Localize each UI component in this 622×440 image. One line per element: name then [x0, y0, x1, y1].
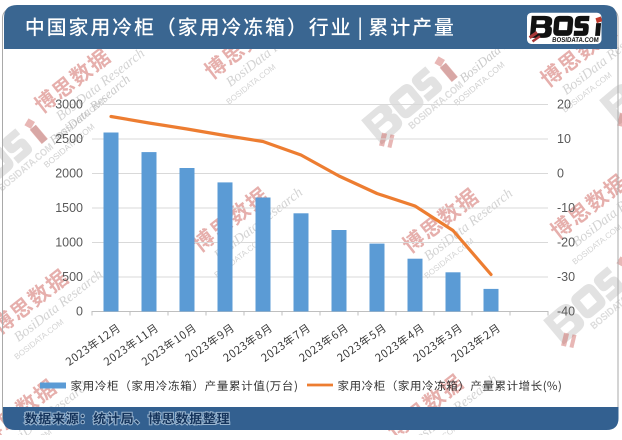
svg-text:0: 0 — [557, 167, 564, 181]
svg-text:2000: 2000 — [55, 167, 83, 181]
svg-text:2500: 2500 — [55, 132, 83, 146]
svg-text:500: 500 — [62, 270, 83, 284]
svg-text:10: 10 — [557, 132, 571, 146]
svg-text:-40: -40 — [557, 305, 575, 319]
svg-text:-30: -30 — [557, 270, 575, 284]
svg-text:BOSIDATA.COM: BOSIDATA.COM — [552, 37, 599, 44]
svg-text:3000: 3000 — [55, 98, 83, 112]
svg-text:-10: -10 — [557, 201, 575, 215]
svg-text:0: 0 — [76, 305, 83, 319]
svg-text:1000: 1000 — [55, 236, 83, 250]
svg-text:20: 20 — [557, 98, 571, 112]
svg-text:-20: -20 — [557, 236, 575, 250]
svg-text:1500: 1500 — [55, 201, 83, 215]
